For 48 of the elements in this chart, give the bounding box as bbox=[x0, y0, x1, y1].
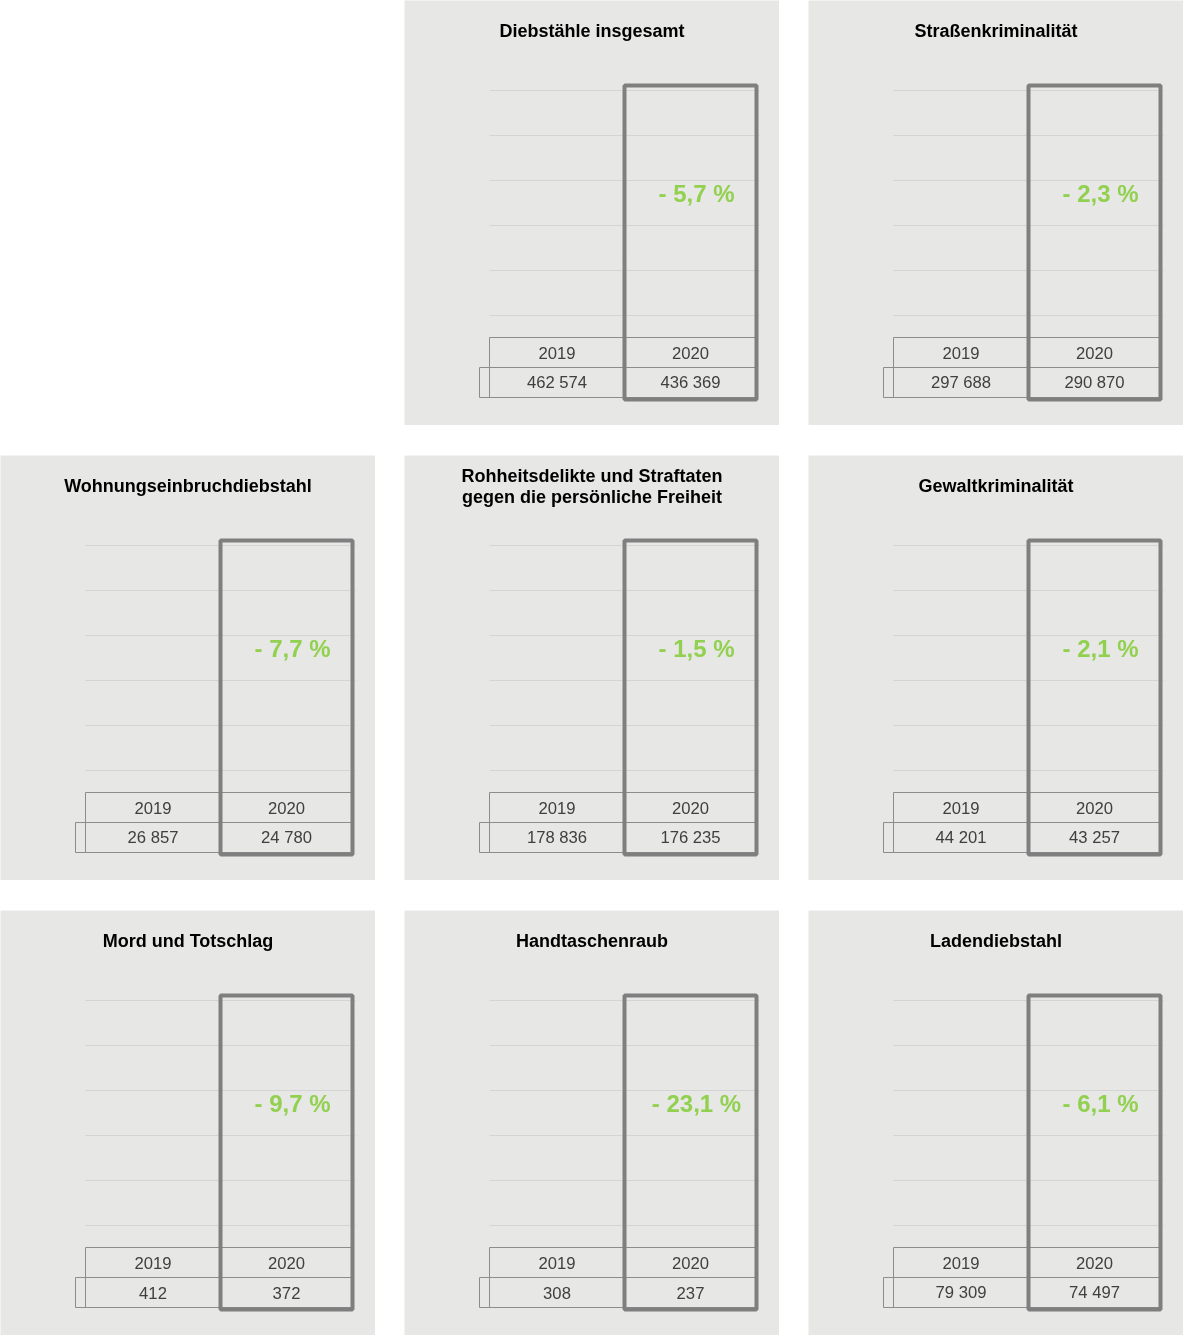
category-label: 2020 bbox=[1075, 343, 1114, 363]
category-label: 2020 bbox=[1075, 798, 1114, 818]
data-label: 44 201 bbox=[935, 828, 987, 847]
category-label: 2019 bbox=[538, 798, 576, 818]
category-label: 2020 bbox=[671, 343, 710, 363]
text: Mord und Totschlag bbox=[102, 930, 274, 951]
text: - 6,1 % bbox=[1062, 1090, 1139, 1117]
data-label: 26 857 bbox=[127, 828, 179, 847]
text: - 5,7 % bbox=[658, 180, 735, 207]
text: - 2,3 % bbox=[1062, 180, 1139, 207]
text: Gewaltkriminalität bbox=[918, 475, 1074, 496]
text: Straßenkriminalität bbox=[914, 20, 1078, 41]
category-label: 2020 bbox=[267, 798, 306, 818]
data-label: 43 257 bbox=[1069, 828, 1120, 847]
category-label: 2020 bbox=[1075, 1253, 1114, 1273]
text: - 9,7 % bbox=[254, 1090, 331, 1117]
category-label: 2019 bbox=[942, 798, 980, 818]
data-label: 79 309 bbox=[935, 1283, 987, 1302]
data-label: 462 574 bbox=[526, 373, 588, 392]
data-label: 308 bbox=[543, 1283, 571, 1303]
category-label: 2019 bbox=[538, 343, 576, 363]
text: Diebstähle insgesamt bbox=[499, 20, 685, 41]
category-label: 2019 bbox=[942, 343, 980, 363]
data-label: 176 235 bbox=[660, 828, 721, 847]
category-label: 2019 bbox=[538, 1253, 576, 1273]
data-label: 74 497 bbox=[1069, 1283, 1120, 1302]
data-label: 412 bbox=[139, 1283, 167, 1303]
data-label: 24 780 bbox=[261, 828, 312, 847]
text: - 2,1 % bbox=[1062, 635, 1139, 662]
text: Rohheitsdelikte und Straftaten gegen die persönliche Freiheit bbox=[461, 465, 723, 507]
text: - 23,1 % bbox=[651, 1090, 742, 1117]
text: Wohnungseinbruchdiebstahl bbox=[64, 475, 312, 496]
data-label: 436 369 bbox=[660, 373, 721, 392]
data-label: 290 870 bbox=[1064, 373, 1125, 392]
category-label: 2020 bbox=[267, 1253, 306, 1273]
text: Handtaschenraub bbox=[515, 930, 669, 951]
category-label: 2020 bbox=[671, 798, 710, 818]
text: - 7,7 % bbox=[254, 635, 331, 662]
category-label: 2020 bbox=[671, 1253, 710, 1273]
data-label: 178 836 bbox=[526, 828, 588, 847]
text: Ladendiebstahl bbox=[929, 930, 1063, 951]
data-label: 237 bbox=[676, 1283, 705, 1303]
category-label: 2019 bbox=[942, 1253, 980, 1273]
text: - 1,5 % bbox=[658, 635, 735, 662]
data-label: 372 bbox=[272, 1283, 301, 1303]
category-label: 2019 bbox=[134, 798, 172, 818]
data-label: 297 688 bbox=[930, 373, 992, 392]
category-label: 2019 bbox=[134, 1253, 172, 1273]
